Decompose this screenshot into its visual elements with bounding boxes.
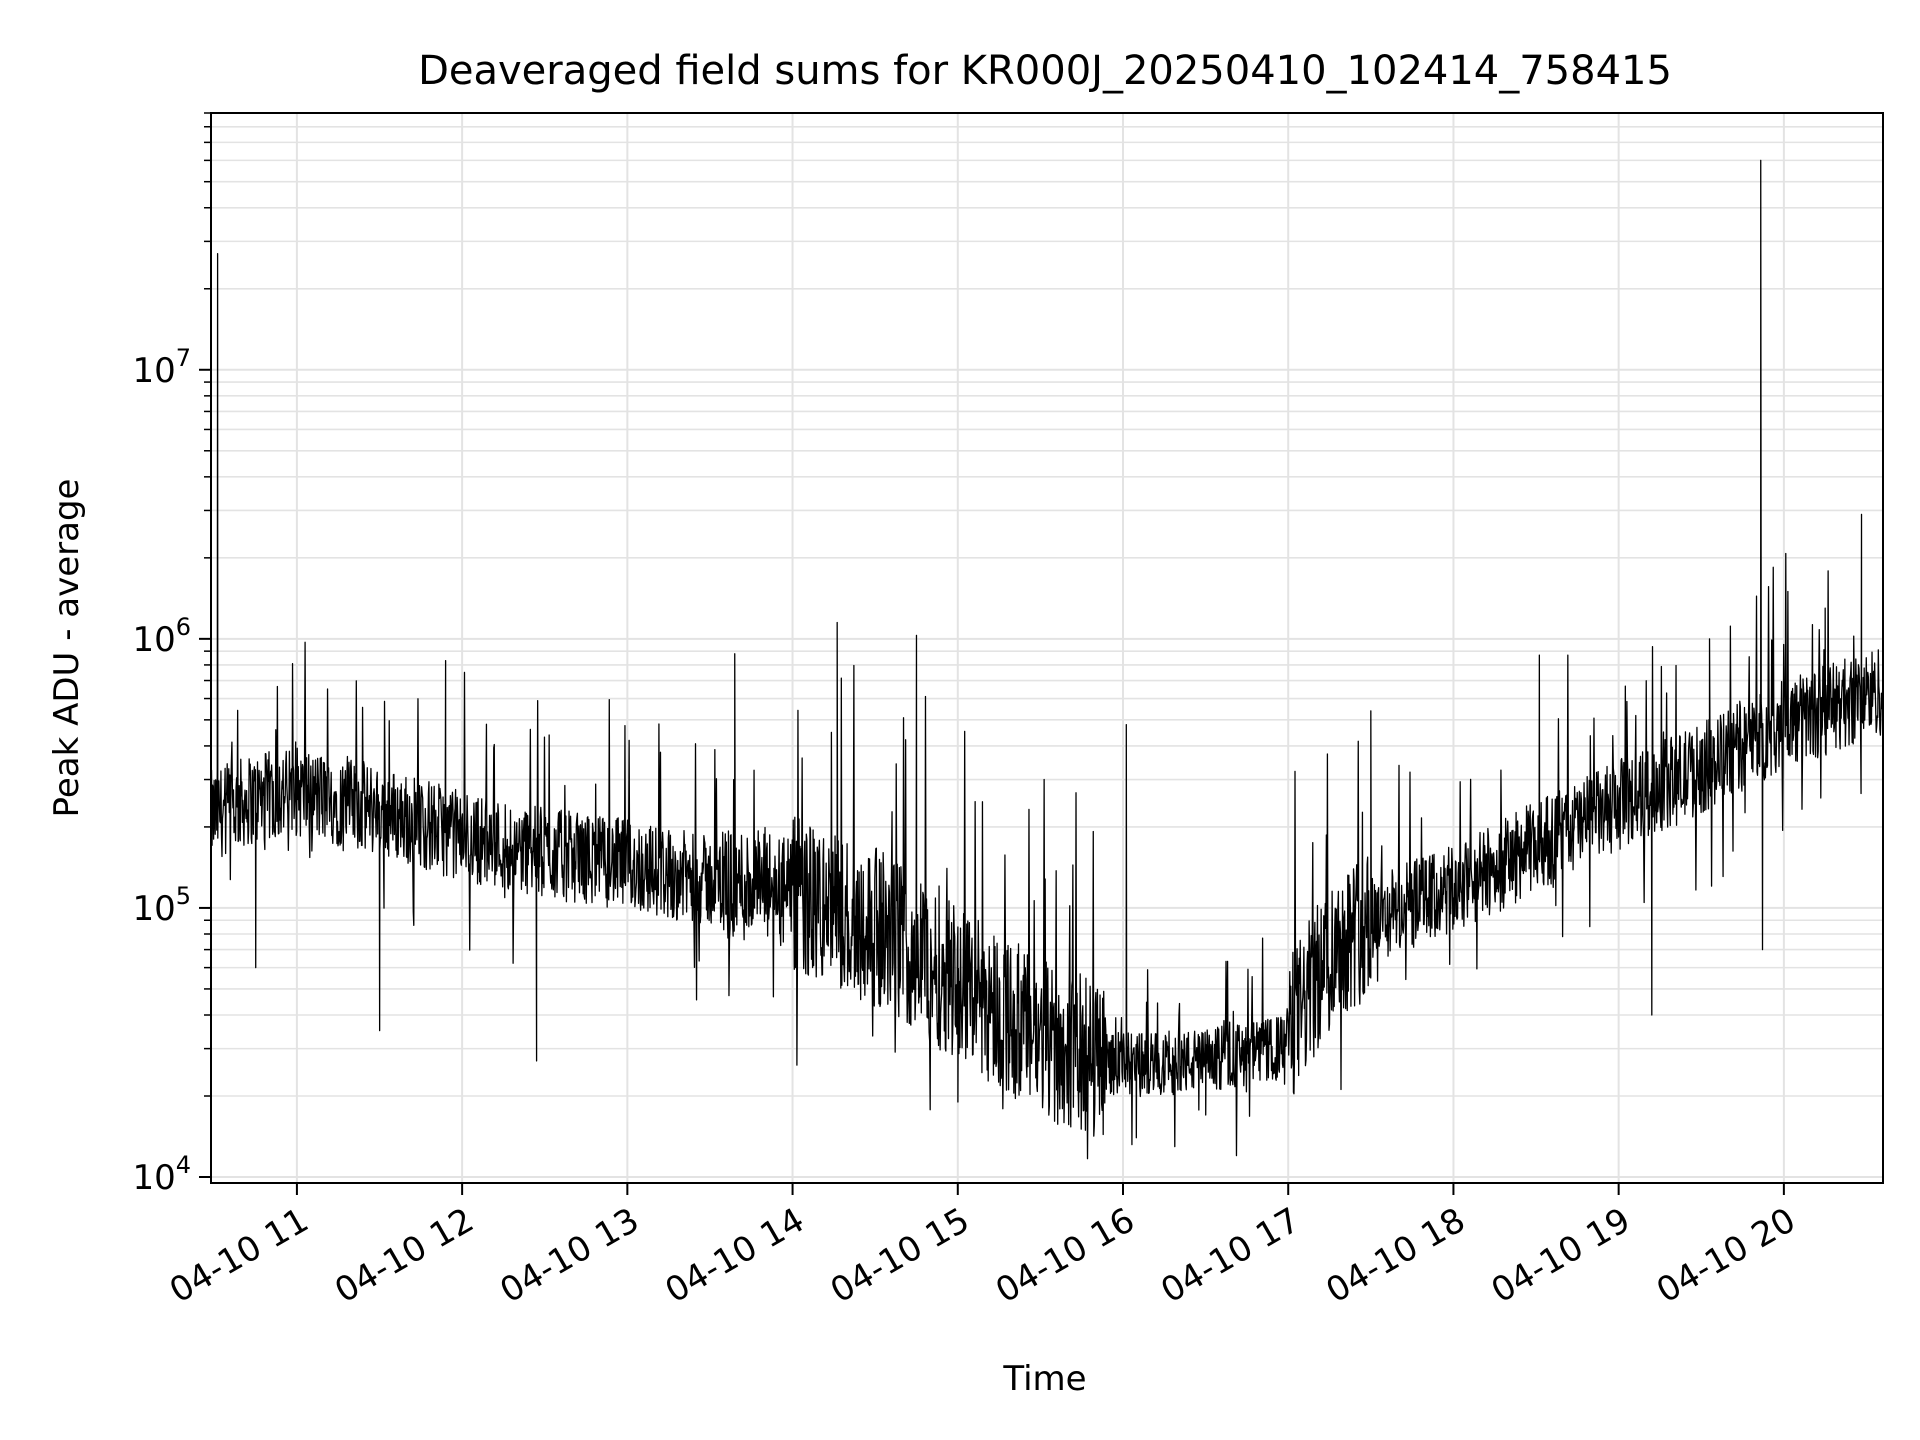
chart-title: Deaveraged field sums for KR000J_2025041… xyxy=(418,48,1672,94)
plot-frame xyxy=(210,112,1884,1184)
x-axis-label: Time xyxy=(1002,1359,1086,1399)
y-tick-label: 107 xyxy=(132,344,191,391)
data-series xyxy=(210,159,1884,1160)
y-tick-label: 105 xyxy=(132,882,191,929)
y-axis-label: Peak ADU - average xyxy=(47,479,87,818)
series-line xyxy=(210,159,1884,1160)
y-tick-label: 106 xyxy=(132,613,191,660)
y-axis: 104 105 106 107 xyxy=(132,112,211,1198)
y-tick-label: 104 xyxy=(132,1151,191,1198)
